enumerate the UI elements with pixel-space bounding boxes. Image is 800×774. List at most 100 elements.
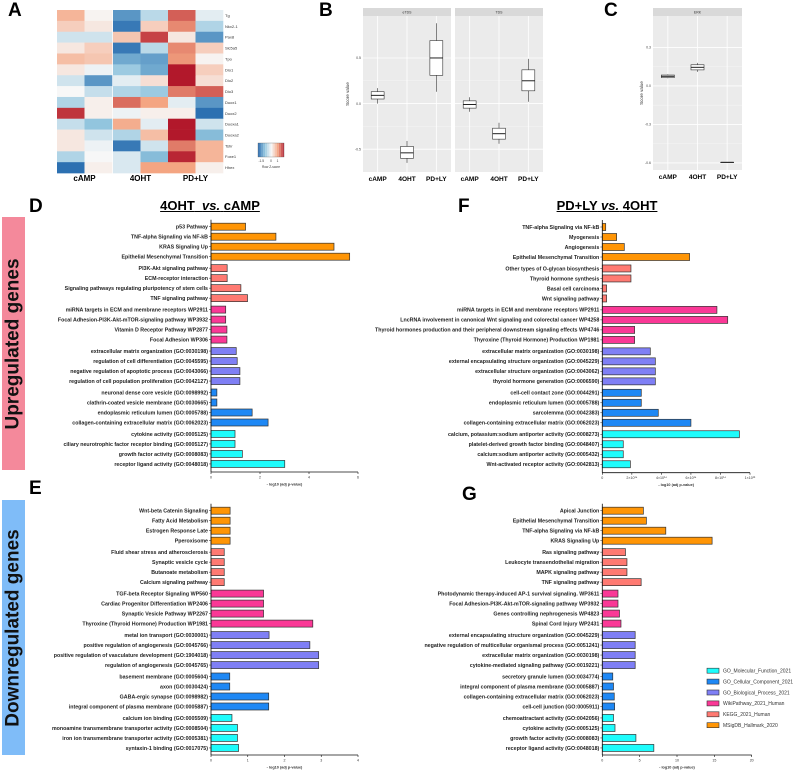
x-tick-label: 0 (210, 759, 212, 763)
bar (601, 388, 642, 397)
colorbar-tick-label: -1.5 (259, 159, 265, 163)
bar-label: calcium:sodium antiporter activity (GO:0… (477, 452, 599, 458)
bar (601, 253, 690, 261)
heatmap-cell (168, 140, 196, 152)
bar-row: metal ion transport (GO:0030001) (124, 631, 270, 639)
bar-label: collagen-containing extracellular matrix… (464, 421, 600, 427)
x-tick-label: 0 (601, 476, 603, 480)
heatmap-cell (57, 64, 85, 76)
bar-row: calcium:sodium antiporter activity (GO:0… (477, 450, 624, 459)
heatmap-cell (195, 20, 224, 33)
bar (210, 264, 228, 272)
bar (210, 274, 228, 282)
heatmap-cell (168, 75, 196, 87)
heatmap-cell (113, 42, 141, 54)
colorbar-segment (272, 143, 274, 157)
heatmap-cell (168, 96, 196, 109)
bar-label: miRNA targets in ECM and membrane recept… (66, 307, 208, 313)
facet-strip (653, 8, 742, 16)
heatmap-cell (140, 20, 169, 33)
colorbar-segment (265, 143, 267, 157)
bar-label: p53 Pathway (176, 225, 208, 231)
bar-label: Vitamin D Receptor Pathway WP2877 (114, 327, 208, 333)
colorbar-segment (267, 143, 269, 157)
box-4OHT (690, 62, 705, 72)
heatmap-cell (168, 10, 196, 22)
heatmap-cell (195, 162, 224, 174)
x-axis-label: - log10 (adj p-value) (267, 483, 303, 487)
bar-label: Apical Junction (560, 509, 599, 515)
heatmap-cell (140, 140, 169, 152)
bar-label: cytokine activity (GO:0005125) (522, 726, 599, 732)
bar (601, 516, 647, 525)
bar (210, 609, 264, 618)
heatmap-cell (57, 10, 85, 22)
colorbar-segment (276, 143, 277, 157)
bar (601, 672, 614, 681)
heatmap-cell (84, 162, 113, 174)
bar-row: Epithelial Mesenchymal Transition (121, 252, 351, 261)
y-axis-label: Score value (639, 81, 644, 105)
colorbar-segment (261, 143, 263, 157)
bar-row: neuronal dense core vesicle (GO:0098992) (101, 388, 218, 397)
bar-label: growth factor activity (GO:0008083) (119, 452, 208, 458)
bar-label: extracellular structure organization (GO… (475, 369, 599, 375)
bar-label: Thyroxine (Thyroid Hormone) Production W… (82, 621, 208, 627)
heatmap-cell (84, 75, 113, 87)
colorbar-segment (263, 143, 264, 157)
colorbar-segment (278, 143, 279, 157)
heatmap-cell (84, 64, 113, 76)
bar-label: Focal Adhesion-PI3K-Akt-mTOR-signaling p… (58, 317, 208, 323)
heatmap-cell (84, 10, 113, 22)
title-group-a: 4OHT (160, 198, 195, 213)
x-axis-label: - log10 (adj p-value) (658, 483, 694, 487)
bar-row: negative regulation of apoptotic process… (70, 367, 241, 375)
bar-row: LncRNA involvement in canonical Wnt sign… (400, 316, 729, 324)
bar (601, 306, 718, 314)
bar (601, 418, 692, 427)
bar (210, 558, 225, 567)
condition-label: PD+LY (183, 174, 209, 183)
colorbar-title: Row Z-score (262, 165, 280, 169)
bar-label: Focal Adhesion WP306 (150, 337, 208, 343)
bar-row: Estrogen Response Late (146, 526, 231, 535)
colorbar-segment (277, 143, 279, 157)
bar-row: monoamine transmembrane transporter acti… (52, 724, 238, 732)
downregulated-genes-label: Downregulated genes (2, 528, 24, 727)
x-tick-label: 20 (750, 759, 754, 763)
title-vs: vs. (202, 198, 221, 213)
bar-row: TGF-beta Receptor Signaling WP560 (116, 589, 264, 598)
bar-row: ciliary neurotrophic factor receptor bin… (63, 440, 236, 448)
heatmap-cell (195, 96, 224, 109)
heatmap: Tg Nkx2-1 Pax8 Slc5a5 Tpo Dio1 Dio2 Dio3 Duox1 Du… (57, 10, 285, 183)
bar-label: cytokine-mediated signaling pathway (GO:… (470, 663, 600, 669)
facet-label: ERK (694, 11, 702, 15)
heatmap-cell (84, 140, 113, 152)
bar (210, 388, 218, 397)
bar-label: extracellular matrix organization (GO:00… (482, 349, 599, 355)
bar-row: extracellular matrix organization (GO:00… (482, 651, 636, 659)
bar-label: Photodynamic therapy-induced AP-1 surviv… (438, 591, 600, 597)
heatmap-cell (195, 10, 224, 22)
heatmap-cell (57, 162, 85, 174)
category-label: PD+LY (426, 176, 447, 183)
colorbar-segment (281, 143, 283, 157)
bar-label: thyroid hormone generation (GO:0006590) (493, 379, 599, 385)
bar (210, 714, 233, 722)
heatmap-cell (168, 20, 196, 33)
colorbar-segment (258, 143, 259, 157)
bar-row: cell-cell junction (GO:0005911) (522, 702, 615, 711)
bar-label: Wnt-beta Catenin Signaling (139, 509, 208, 515)
x-tick-label: 3 (320, 759, 322, 763)
bar-row: Focal Adhesion WP306 (150, 335, 228, 344)
bar (210, 568, 225, 577)
bar (210, 325, 228, 334)
bar (210, 357, 238, 365)
heatmap-cell (140, 31, 169, 43)
bar (210, 315, 227, 324)
colorbar-frame (257, 142, 285, 158)
x-tick-label: 4 (357, 759, 359, 763)
x-tick-label: 0 (601, 759, 603, 763)
bar-row: calcium ion binding (GO:0005509) (123, 714, 233, 722)
bar-label: KRAS Signaling Up (550, 539, 600, 545)
